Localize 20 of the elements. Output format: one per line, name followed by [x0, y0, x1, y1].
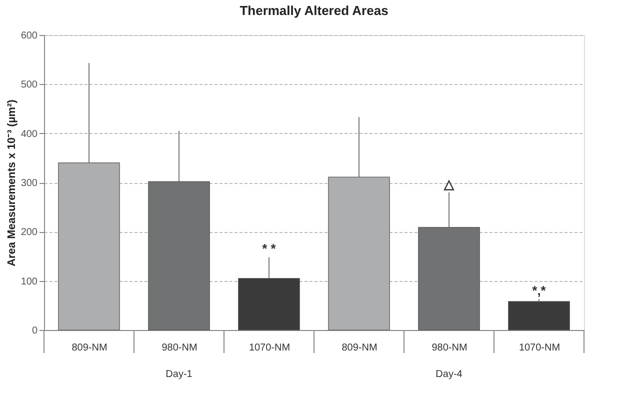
text: Day-1 [166, 369, 193, 380]
chart-title: Thermally Altered Areas [240, 3, 388, 18]
y-axis-title: Area Measurements x 10⁻³ (µm²) [6, 99, 18, 266]
y-tick-label: 100 [20, 276, 38, 288]
x-tick-label: 809-NM [342, 342, 378, 354]
data-label: * * [262, 241, 277, 256]
x-tick-label: 1070-NM [248, 342, 290, 354]
y-tick-label: 300 [20, 178, 38, 189]
text: Day-4 [436, 369, 463, 380]
y-tick-label: 500 [20, 80, 38, 91]
data-label: *,* [532, 283, 547, 298]
y-tick-label: 200 [20, 227, 38, 238]
data-label: △ [443, 176, 455, 192]
x-tick-label: 980-NM [432, 342, 468, 354]
x-tick-label: 1070-NM [518, 342, 560, 354]
x-tick-label: 980-NM [162, 342, 198, 354]
y-tick-label: 400 [20, 128, 38, 140]
x-tick-label: 809-NM [72, 342, 108, 354]
y-tick-label: 600 [20, 30, 38, 42]
y-tick-label: 0 [32, 326, 38, 336]
